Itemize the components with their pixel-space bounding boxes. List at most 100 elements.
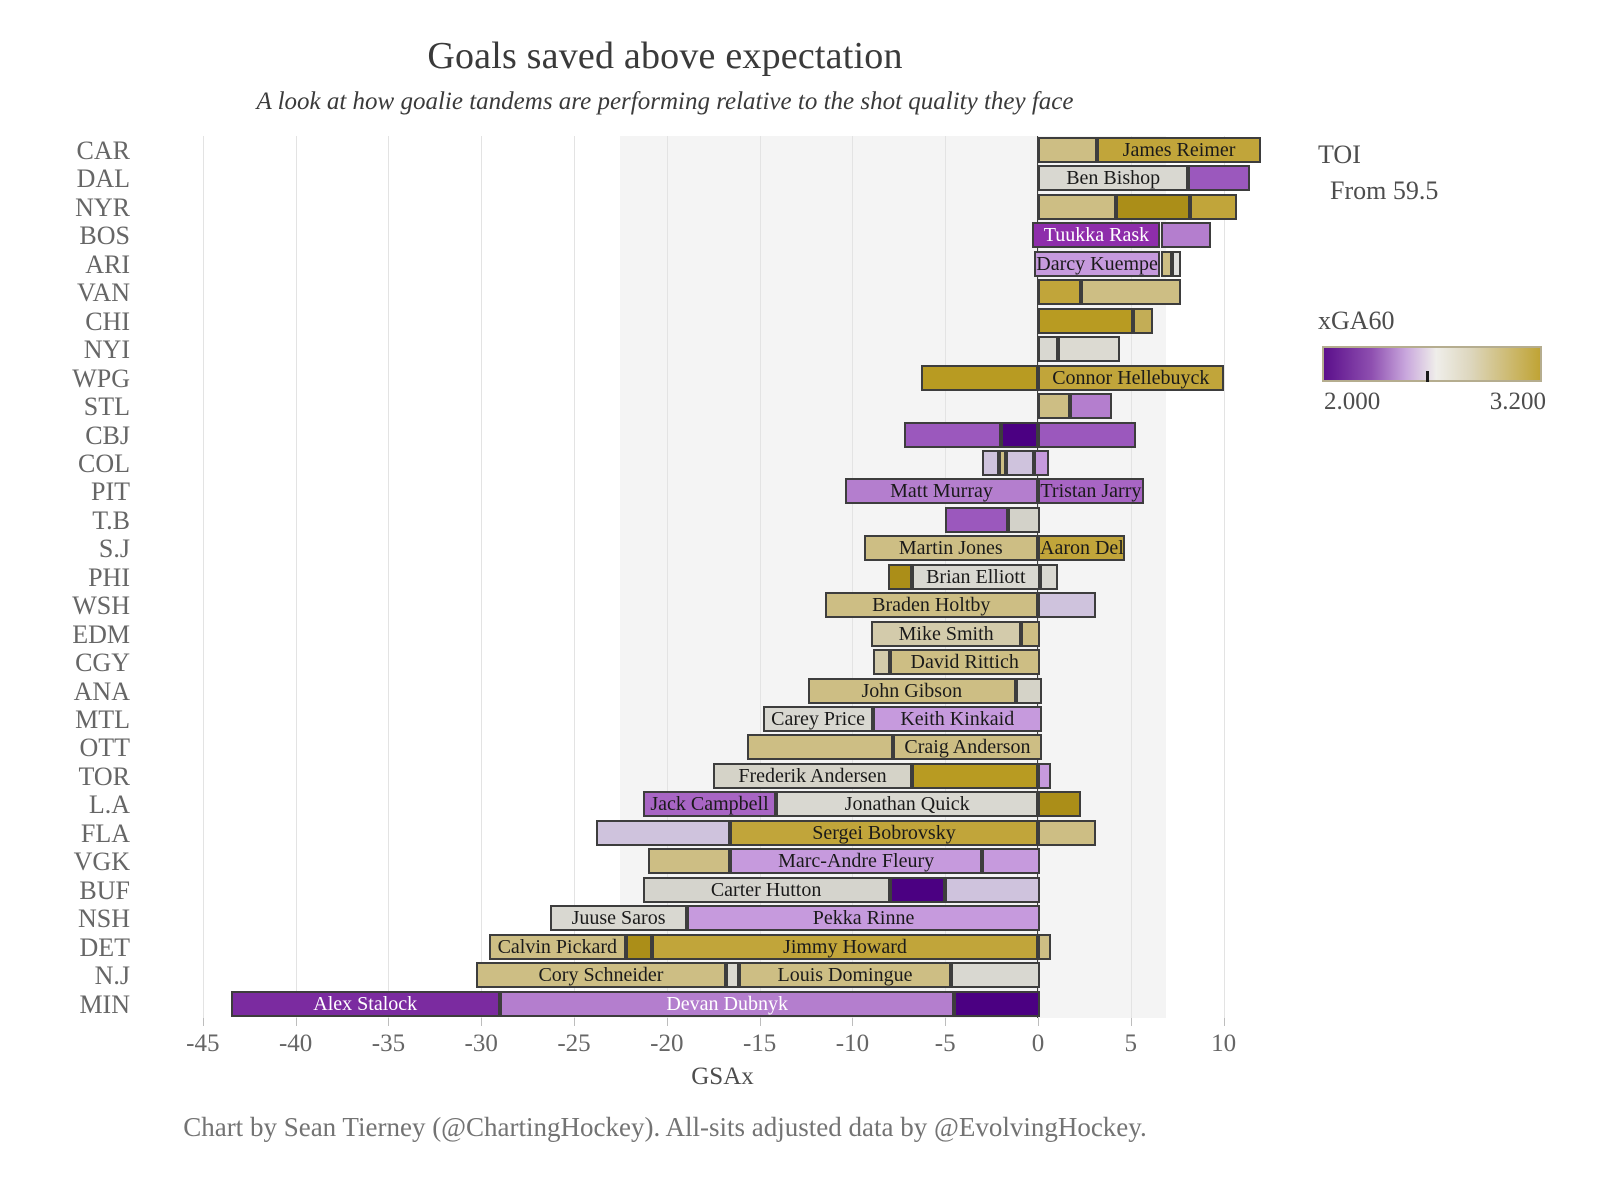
bar-segment[interactable] <box>1038 336 1059 363</box>
bar-segment-goalie[interactable]: Devan Dubnyk <box>499 990 955 1017</box>
bar-row-car[interactable]: James Reimer <box>175 137 1270 163</box>
bar-segment-goalie[interactable]: Marc-Andre Fleury <box>729 848 983 875</box>
bar-segment-goalie[interactable]: Carey Price <box>763 706 873 733</box>
bar-segment-goalie[interactable]: Jonathan Quick <box>776 791 1038 818</box>
bar-row-tor[interactable]: Frederik Andersen <box>175 762 1270 789</box>
bar-segment-goalie[interactable]: Keith Kinkaid <box>872 706 1042 733</box>
bar-segment[interactable] <box>1038 393 1070 420</box>
bar-segment-goalie[interactable]: Frederik Andersen <box>713 762 912 789</box>
bar-segment-goalie[interactable]: Matt Murray <box>844 478 1038 505</box>
bar-row-cbj[interactable] <box>175 421 1270 448</box>
bar-segment[interactable] <box>1132 307 1154 334</box>
bar-segment[interactable] <box>726 962 740 989</box>
bar-segment[interactable] <box>1190 193 1237 220</box>
bar-segment-goalie[interactable]: Alex Stalock <box>230 990 500 1017</box>
bar-segment-goalie[interactable]: Jack Campbell <box>642 791 777 818</box>
bar-segment-goalie[interactable]: Pekka Rinne <box>687 905 1040 932</box>
bar-segment[interactable] <box>1038 421 1137 448</box>
bar-segment-goalie[interactable]: David Rittich <box>889 649 1040 676</box>
bar-segment[interactable] <box>1058 336 1120 363</box>
bar-row-phi[interactable]: Brian Elliott <box>175 563 1270 590</box>
bar-segment[interactable] <box>1115 193 1191 220</box>
bar-segment[interactable] <box>1038 193 1116 220</box>
bar-segment-goalie[interactable]: Connor Hellebuyck <box>1038 364 1224 391</box>
bar-row-cgy[interactable]: David Rittich <box>175 649 1270 676</box>
bar-segment-goalie[interactable]: Darcy Kuemper <box>1034 250 1161 277</box>
bar-segment-goalie[interactable]: Louis Domingue <box>739 962 951 989</box>
bar-segment[interactable] <box>1038 791 1081 818</box>
bar-segment[interactable] <box>1008 506 1040 533</box>
bar-segment-goalie[interactable]: Tristan Jarry <box>1038 478 1144 505</box>
bar-segment[interactable] <box>1038 819 1096 846</box>
bar-segment[interactable] <box>596 819 730 846</box>
bar-segment[interactable] <box>1188 165 1250 192</box>
bar-row-det[interactable]: Calvin Pickard Jimmy Howard <box>175 933 1270 960</box>
bar-segment[interactable] <box>1021 620 1040 647</box>
bar-row-tb[interactable] <box>175 506 1270 533</box>
bar-segment-goalie[interactable]: Mike Smith <box>870 620 1022 647</box>
bar-row-van[interactable] <box>175 279 1270 306</box>
bar-segment[interactable] <box>648 848 730 875</box>
bar-segment[interactable] <box>1039 563 1059 590</box>
bar-segment-goalie[interactable]: Juuse Saros <box>549 905 688 932</box>
bar-segment[interactable] <box>1034 449 1050 476</box>
bar-segment[interactable] <box>872 649 890 676</box>
bar-segment[interactable] <box>1160 222 1211 249</box>
bar-segment[interactable] <box>911 762 1038 789</box>
bar-row-vgk[interactable]: Marc-Andre Fleury <box>175 848 1270 875</box>
bar-row-wpg[interactable]: Connor Hellebuyck <box>175 364 1270 391</box>
bar-segment[interactable] <box>1160 250 1172 277</box>
bar-row-ott[interactable]: Craig Anderson <box>175 734 1270 761</box>
bar-segment[interactable] <box>1038 137 1098 163</box>
bar-row-stl[interactable] <box>175 393 1270 420</box>
bar-segment-goalie[interactable]: Sergei Bobrovsky <box>729 819 1038 846</box>
bar-segment-goalie[interactable]: Cory Schneider <box>475 962 727 989</box>
bar-segment[interactable] <box>945 506 1009 533</box>
bar-segment[interactable] <box>982 449 1000 476</box>
bar-segment[interactable] <box>999 449 1007 476</box>
bar-row-nyi[interactable] <box>175 336 1270 363</box>
bar-segment-goalie[interactable]: Jimmy Howard <box>651 933 1038 960</box>
bar-row-la[interactable]: Jack Campbell Jonathan Quick <box>175 791 1270 818</box>
bar-segment[interactable] <box>1038 933 1051 960</box>
bar-segment[interactable] <box>945 876 1040 903</box>
bar-segment[interactable] <box>1038 762 1051 789</box>
bar-row-nsh[interactable]: Juuse Saros Pekka Rinne <box>175 905 1270 932</box>
bar-row-wsh[interactable]: Braden Holtby <box>175 592 1270 619</box>
bar-segment-goalie[interactable]: Tuukka Rask <box>1032 222 1161 249</box>
bar-segment-goalie[interactable]: Carter Hutton <box>642 876 890 903</box>
bar-row-buf[interactable]: Carter Hutton <box>175 876 1270 903</box>
bar-segment[interactable] <box>1171 250 1181 277</box>
bar-row-fla[interactable]: Sergei Bobrovsky <box>175 819 1270 846</box>
bar-segment[interactable] <box>954 990 1040 1017</box>
bar-segment[interactable] <box>746 734 894 761</box>
bar-row-sj[interactable]: Martin Jones Aaron Dell <box>175 535 1270 562</box>
bar-segment[interactable] <box>921 364 1038 391</box>
bar-segment-goalie[interactable]: James Reimer <box>1097 137 1261 163</box>
bar-segment[interactable] <box>904 421 1001 448</box>
bar-segment[interactable] <box>1015 677 1042 704</box>
bar-segment-goalie[interactable]: Martin Jones <box>863 535 1038 562</box>
bar-row-edm[interactable]: Mike Smith <box>175 620 1270 647</box>
bar-segment[interactable] <box>950 962 1040 989</box>
bar-row-mtl[interactable]: Carey Price Keith Kinkaid <box>175 706 1270 733</box>
bar-row-nj[interactable]: Cory Schneider Louis Domingue <box>175 962 1270 989</box>
bar-segment-goalie[interactable]: Braden Holtby <box>824 592 1038 619</box>
bar-segment[interactable] <box>889 876 946 903</box>
bar-row-nyr[interactable] <box>175 193 1270 220</box>
bar-segment[interactable] <box>1038 279 1081 306</box>
bar-segment-goalie[interactable]: Brian Elliott <box>911 563 1040 590</box>
bar-segment[interactable] <box>1006 449 1035 476</box>
bar-segment[interactable] <box>1038 592 1096 619</box>
bar-row-bos[interactable]: Tuukka Rask <box>175 222 1270 249</box>
bar-segment[interactable] <box>1038 307 1133 334</box>
bar-segment[interactable] <box>1069 393 1113 420</box>
bar-row-min[interactable]: Alex Stalock Devan Dubnyk <box>175 990 1270 1017</box>
bar-row-col[interactable] <box>175 449 1270 476</box>
bar-segment[interactable] <box>887 563 912 590</box>
bar-segment[interactable] <box>625 933 652 960</box>
bar-row-chi[interactable] <box>175 307 1270 334</box>
bar-segment-goalie[interactable]: John Gibson <box>807 677 1016 704</box>
bar-row-dal[interactable]: Ben Bishop <box>175 165 1270 192</box>
bar-row-pit[interactable]: Matt Murray Tristan Jarry <box>175 478 1270 505</box>
